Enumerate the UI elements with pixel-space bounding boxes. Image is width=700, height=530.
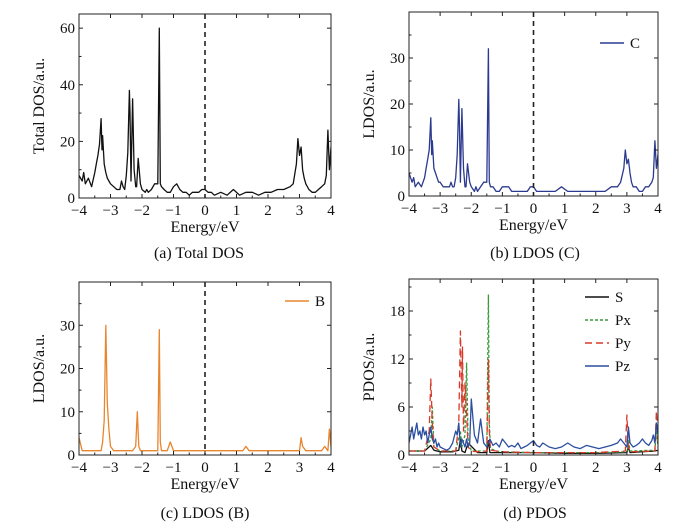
x-tick-label: −4 [401, 201, 417, 217]
x-tick-label: 3 [296, 460, 304, 476]
y-tick-label: 30 [60, 318, 75, 334]
series-line-b [79, 324, 331, 452]
x-tick-label: −1 [166, 460, 182, 476]
panel-caption: (a) Total DOS [154, 245, 244, 262]
x-tick-label: −1 [494, 201, 510, 217]
x-tick-label: 4 [327, 460, 335, 476]
y-tick-label: 10 [390, 143, 405, 159]
x-axis-label: Energy/eV [170, 219, 239, 236]
y-tick-label: 0 [398, 189, 406, 205]
y-tick-label: 6 [398, 400, 406, 416]
y-tick-label: 20 [60, 362, 75, 378]
x-tick-label: 2 [264, 460, 272, 476]
x-tick-label: −2 [463, 201, 479, 217]
x-tick-label: 4 [327, 203, 335, 219]
x-tick-label: 2 [592, 460, 600, 476]
y-tick-label: 18 [390, 304, 405, 320]
y-tick-label: 20 [390, 97, 405, 113]
y-axis-label: Total DOS/a.u. [31, 58, 48, 154]
y-tick-label: 30 [390, 51, 405, 67]
x-tick-label: −3 [103, 460, 119, 476]
x-tick-label: −2 [463, 460, 479, 476]
legend-label-c: C [630, 36, 640, 52]
panel-caption: (d) PDOS [503, 505, 567, 522]
x-tick-label: −2 [134, 460, 150, 476]
x-tick-label: −1 [166, 203, 182, 219]
legend-label-b: B [315, 294, 325, 310]
series-group [409, 48, 658, 193]
panel-2: −4 −3 −2 −1 0 1 2 3 4 0 10 20 30 Energy/eV LDOS/a.u. (b… [361, 11, 662, 262]
x-tick-label: 3 [623, 460, 631, 476]
x-tick-label: 3 [296, 203, 304, 219]
x-tick-label: 4 [654, 201, 662, 217]
x-tick-label: −3 [432, 201, 448, 217]
x-tick-label: 2 [592, 201, 600, 217]
panel-caption: (c) LDOS (B) [161, 505, 250, 522]
x-tick-label: 1 [561, 460, 569, 476]
x-tick-label: −4 [401, 460, 417, 476]
x-tick-label: 4 [654, 460, 662, 476]
x-tick-label: 2 [264, 203, 272, 219]
series-line-c [409, 48, 658, 193]
y-tick-label: 10 [60, 405, 75, 421]
legend-label-s: S [615, 290, 623, 306]
x-tick-label: 0 [530, 460, 538, 476]
x-tick-label: 1 [233, 203, 241, 219]
panel-3: −4 −3 −2 −1 0 1 2 3 4 0 10 20 30 Energy/eV LDOS/a.u. (c… [31, 281, 335, 522]
panel-caption: (b) LDOS (C) [490, 245, 580, 262]
legend-label-px: Px [615, 313, 631, 329]
legend-label-py: Py [615, 336, 631, 352]
x-tick-label: −3 [432, 460, 448, 476]
y-tick-label: 0 [68, 191, 76, 207]
y-tick-label: 40 [60, 78, 75, 94]
x-tick-label: 3 [623, 201, 631, 217]
series-line-total [79, 27, 331, 196]
legend-label-pz: Pz [615, 359, 630, 375]
series-group [79, 324, 331, 452]
x-tick-label: −1 [494, 460, 510, 476]
y-tick-label: 20 [60, 134, 75, 150]
x-tick-label: −4 [71, 203, 87, 219]
y-tick-label: 0 [398, 448, 406, 464]
x-tick-label: 1 [561, 201, 569, 217]
y-tick-label: 0 [68, 448, 76, 464]
series-line-py [409, 330, 658, 454]
y-axis-label: LDOS/a.u. [361, 69, 378, 138]
y-axis-label: PDOS/a.u. [361, 333, 378, 401]
x-tick-label: 0 [530, 201, 538, 217]
x-tick-label: −3 [103, 203, 119, 219]
y-tick-label: 60 [60, 21, 75, 37]
x-axis-label: Energy/eV [499, 217, 568, 234]
x-axis-label: Energy/eV [499, 476, 568, 493]
x-tick-label: 0 [201, 460, 209, 476]
series-group [79, 27, 331, 196]
series-line-pz [409, 398, 658, 451]
x-axis-label: Energy/eV [170, 476, 239, 493]
x-tick-label: −4 [71, 460, 87, 476]
x-tick-label: 0 [201, 203, 209, 219]
x-tick-label: −2 [134, 203, 150, 219]
panel-4: −4 −3 −2 −1 0 1 2 3 4061218Energy/eVPDOS/a.u.(d)… [361, 278, 662, 522]
y-axis-label: LDOS/a.u. [31, 334, 48, 403]
y-tick-label: 12 [390, 352, 405, 368]
x-tick-label: 1 [233, 460, 241, 476]
